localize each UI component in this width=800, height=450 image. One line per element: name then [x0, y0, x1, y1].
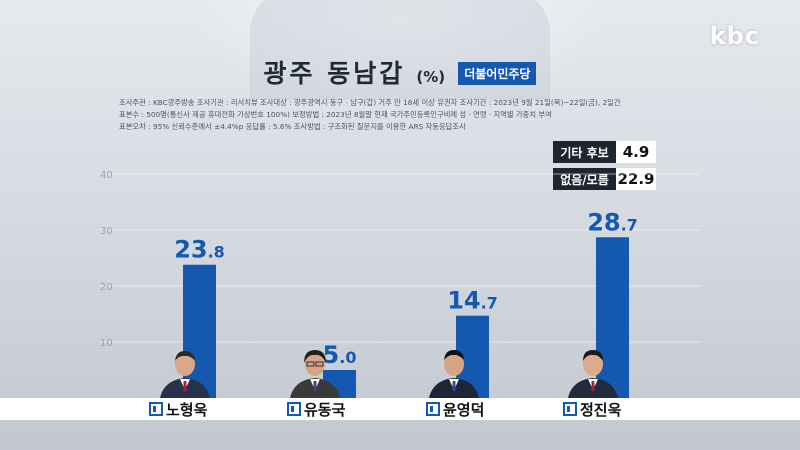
candidate-photo [156, 344, 214, 398]
survey-info-line: 표본오차 : 95% 신뢰수준에서 ±4.4%p 응답률 : 5.6% 조사방법… [119, 122, 466, 131]
bar-value-label: 28.7 [587, 208, 638, 236]
bar [183, 264, 216, 398]
candidate-name: 유동국 [287, 398, 345, 420]
portrait-image [290, 350, 340, 398]
candidate-name: 노형욱 [149, 398, 207, 420]
portrait-image [568, 350, 618, 398]
candidate-name-text: 정진욱 [580, 400, 622, 419]
candidate-photo [286, 344, 344, 398]
candidate-name-text: 노형욱 [166, 400, 208, 419]
party-badge: 더불어민주당 [458, 62, 537, 85]
chart-header: 광주 동남갑 (%) 더불어민주당 [0, 54, 800, 90]
candidate-name: 윤영덕 [426, 398, 484, 420]
party-square-icon [149, 402, 163, 416]
y-tick-label: 20 [100, 282, 113, 293]
portrait-image [160, 351, 210, 398]
survey-info-line: 조사주관 : KBC광주방송 조사기관 : 리서치뷰 조사대상 : 광주광역시 … [119, 98, 621, 107]
survey-info-line: 표본수 : 500명(통신사 제공 휴대전화 가상번호 100%) 보정방법 :… [119, 110, 552, 119]
other-candidates-label: 기타 후보 [553, 141, 616, 163]
bar-value-label: 5.0 [323, 341, 357, 369]
candidate-photo [425, 344, 483, 398]
candidate-name-text: 윤영덕 [443, 400, 485, 419]
other-candidates-box: 기타 후보 4.9 [553, 141, 656, 163]
candidate-name-text: 유동국 [304, 400, 346, 419]
kbc-logo: kbc [709, 22, 760, 50]
bar-value-label: 14.7 [447, 287, 498, 315]
y-tick-label: 30 [100, 226, 113, 237]
other-candidates-value: 4.9 [616, 141, 656, 163]
party-square-icon [563, 402, 577, 416]
party-square-icon [426, 402, 440, 416]
candidate-name-bar: 노형욱 유동국 윤영덕 정진욱 [0, 398, 800, 420]
unit-label: (%) [416, 68, 446, 86]
y-tick-label: 10 [100, 338, 113, 349]
survey-info: 조사주관 : KBC광주방송 조사기관 : 리서치뷰 조사대상 : 광주광역시 … [119, 97, 621, 133]
bar-value-label: 23.8 [174, 236, 225, 264]
portrait-image [429, 350, 479, 398]
bar [596, 237, 629, 398]
chart-title: 광주 동남갑 [263, 59, 406, 88]
candidate-name: 정진욱 [563, 398, 621, 420]
party-square-icon [287, 402, 301, 416]
candidate-photo [564, 344, 622, 398]
y-tick-label: 40 [100, 170, 113, 181]
